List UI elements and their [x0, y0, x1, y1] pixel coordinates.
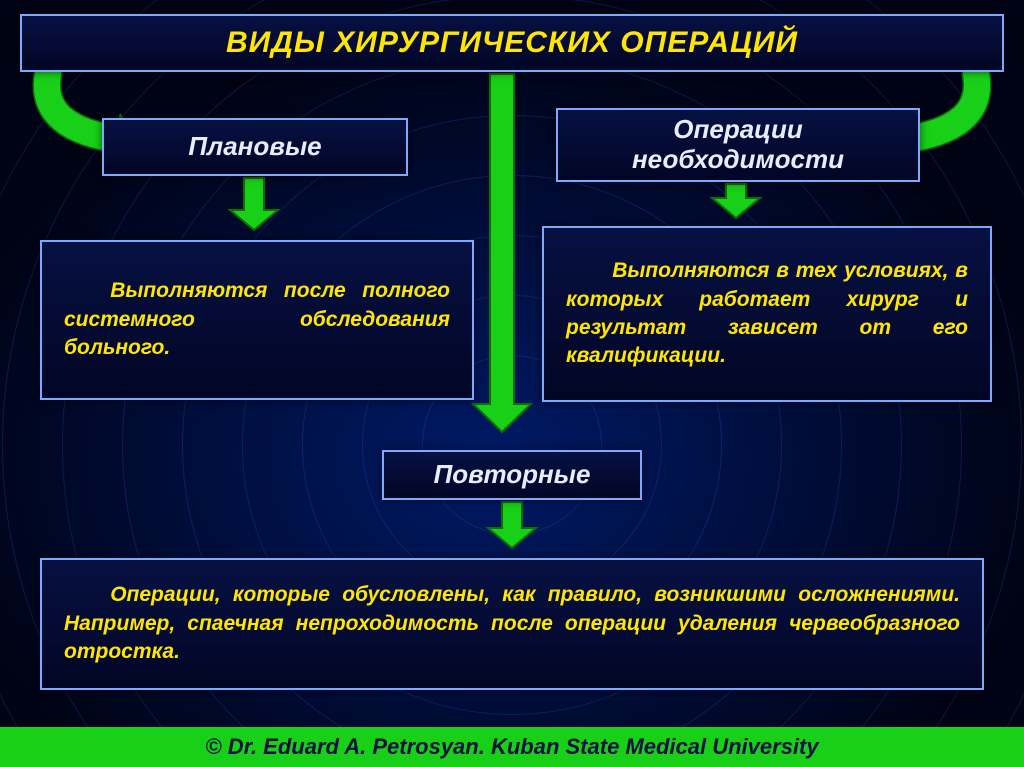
title-bar: ВИДЫ ХИРУРГИЧЕСКИХ ОПЕРАЦИЙ — [20, 14, 1004, 72]
description-bottom-text: Операции, которые обусловлены, как прави… — [64, 581, 960, 666]
description-box-right: Выполняются в тех условиях, в которых ра… — [542, 226, 992, 402]
footer-text: © Dr. Eduard A. Petrosyan. Kuban State M… — [205, 734, 818, 760]
category-box-right: Операции необходимости — [556, 108, 920, 182]
category-bottom-label: Повторные — [434, 460, 591, 490]
footer-bar: © Dr. Eduard A. Petrosyan. Kuban State M… — [0, 727, 1024, 767]
description-box-left: Выполняются после полного системного обс… — [40, 240, 474, 400]
description-right-text: Выполняются в тех условиях, в которых ра… — [566, 257, 968, 370]
description-box-bottom: Операции, которые обусловлены, как прави… — [40, 558, 984, 690]
title-text: ВИДЫ ХИРУРГИЧЕСКИХ ОПЕРАЦИЙ — [226, 26, 798, 60]
category-box-bottom: Повторные — [382, 450, 642, 500]
category-right-label: Операции необходимости — [568, 115, 908, 175]
category-left-label: Плановые — [188, 132, 321, 162]
description-left-text: Выполняются после полного системного обс… — [64, 277, 450, 362]
category-box-left: Плановые — [102, 118, 408, 176]
